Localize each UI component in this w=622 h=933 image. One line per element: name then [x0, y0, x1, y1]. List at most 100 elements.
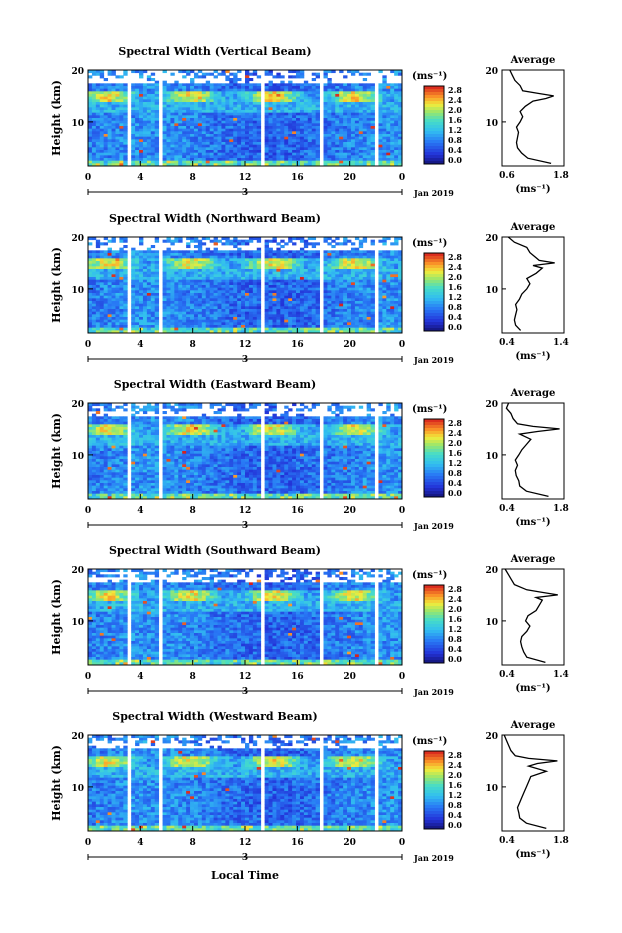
heatmap-cell — [174, 266, 178, 269]
heatmap-cell — [249, 113, 253, 116]
heatmap-cell — [257, 126, 261, 129]
heatmap-cell — [100, 139, 104, 142]
heatmap-cell — [104, 118, 108, 121]
heatmap-cell — [135, 102, 139, 105]
heatmap-cell — [269, 304, 273, 307]
heatmap-cell — [390, 94, 394, 97]
heatmap-cell — [308, 253, 312, 256]
heatmap-cell — [170, 129, 174, 132]
heatmap-cell — [151, 153, 155, 156]
heatmap-cell — [382, 256, 386, 259]
heatmap-cell — [115, 296, 119, 299]
heatmap-cell — [100, 97, 104, 100]
heatmap-cell — [233, 145, 237, 148]
heatmap-cell — [100, 266, 104, 269]
heatmap-cell — [155, 115, 159, 118]
heatmap-cell — [237, 161, 241, 164]
colorbar-tick-label: 0.0 — [448, 155, 462, 165]
heatmap-cell — [170, 306, 174, 309]
heatmap-cell — [378, 253, 382, 256]
heatmap-cell — [100, 285, 104, 288]
heatmap-cell — [339, 285, 343, 288]
heatmap-cell — [221, 110, 225, 113]
heatmap-cell — [359, 282, 363, 285]
heatmap-cell — [367, 161, 371, 164]
heatmap-cell — [296, 107, 300, 110]
heatmap-cell — [292, 91, 296, 94]
heatmap-cell — [343, 258, 347, 261]
heatmap-cell — [272, 158, 276, 161]
heatmap-cell — [324, 298, 328, 301]
heatmap-cell — [123, 320, 127, 323]
heatmap-cell — [206, 142, 210, 145]
heatmap-cell — [378, 102, 382, 105]
heatmap-cell — [378, 121, 382, 124]
heatmap-cell — [112, 269, 116, 272]
heatmap-cell — [139, 306, 143, 309]
heatmap-cell — [174, 153, 178, 156]
heatmap-cell — [272, 277, 276, 280]
heatmap-cell — [202, 258, 206, 261]
heatmap-cell — [186, 153, 190, 156]
heatmap-cell — [210, 269, 214, 272]
heatmap-cell — [312, 245, 316, 248]
heatmap-cell — [167, 320, 171, 323]
heatmap-cell — [190, 272, 194, 275]
heatmap-cell — [249, 240, 253, 243]
heatmap-cell — [190, 280, 194, 283]
heatmap-cell — [119, 301, 123, 304]
heatmap-cell — [147, 304, 151, 307]
heatmap-cell — [123, 126, 127, 129]
heatmap-cell — [292, 261, 296, 264]
heatmap-cell — [280, 325, 284, 328]
heatmap-cell — [300, 256, 304, 259]
heatmap-cell — [378, 107, 382, 110]
heatmap-cell — [394, 282, 398, 285]
heatmap-cell — [288, 161, 292, 164]
heatmap-cell — [296, 75, 300, 78]
heatmap-cell — [253, 102, 257, 105]
heatmap-cell — [265, 274, 269, 277]
heatmap-cell — [386, 253, 390, 256]
heatmap-cell — [300, 322, 304, 325]
heatmap-cell — [265, 264, 269, 267]
heatmap-cell — [135, 137, 139, 140]
heatmap-cell — [378, 282, 382, 285]
heatmap-cell — [100, 129, 104, 132]
heatmap-cell — [214, 158, 218, 161]
heatmap-cell — [367, 83, 371, 86]
heatmap-cell — [135, 129, 139, 132]
heatmap-cell — [312, 131, 316, 134]
heatmap-cell — [241, 139, 245, 142]
heatmap-cell — [198, 153, 202, 156]
heatmap-cell — [257, 75, 261, 78]
heatmap-cell — [155, 296, 159, 299]
heatmap-cell — [359, 147, 363, 150]
heatmap-cell — [351, 320, 355, 323]
heatmap-cell — [115, 322, 119, 325]
heatmap-cell — [245, 131, 249, 134]
heatmap-cell — [327, 317, 331, 320]
heatmap-cell — [210, 94, 214, 97]
heatmap-cell — [210, 301, 214, 304]
heatmap-cell — [167, 264, 171, 267]
heatmap-cell — [237, 123, 241, 126]
heatmap-cell — [308, 261, 312, 264]
heatmap-cell — [359, 145, 363, 148]
heatmap-cell — [382, 142, 386, 145]
heatmap-cell — [131, 105, 135, 108]
heatmap-cell — [174, 110, 178, 113]
heatmap-cell — [394, 261, 398, 264]
heatmap-cell — [190, 290, 194, 293]
panel-0: Spectral Width (Vertical Beam)2010Height… — [50, 45, 569, 198]
heatmap-cell — [182, 314, 186, 317]
heatmap-cell — [335, 253, 339, 256]
heatmap-cell — [280, 126, 284, 129]
heatmap-cell — [96, 142, 100, 145]
heatmap-cell — [312, 282, 316, 285]
heatmap-cell — [233, 137, 237, 140]
heatmap-cell — [88, 250, 92, 253]
heatmap-cell — [163, 264, 167, 267]
heatmap-cell — [355, 258, 359, 261]
heatmap-cell — [296, 99, 300, 102]
